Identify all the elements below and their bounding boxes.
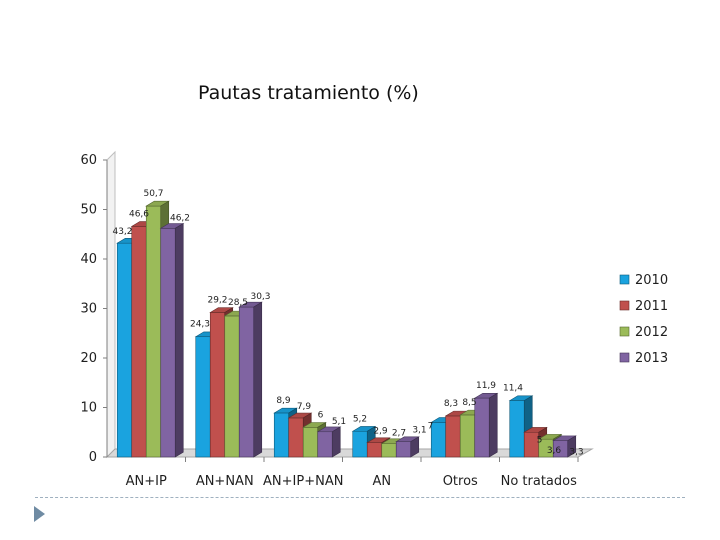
y-tick-label: 0	[89, 450, 97, 465]
data-label: 8,3	[444, 399, 458, 409]
chart-title: Pautas tratamiento (%)	[198, 82, 419, 104]
data-label: 5,1	[332, 417, 346, 427]
data-label: 8,5	[462, 398, 476, 408]
slide-divider	[35, 497, 685, 498]
legend-label: 2011	[635, 299, 668, 314]
legend-swatch	[619, 326, 630, 337]
bar	[195, 336, 211, 458]
data-label: 11,4	[503, 384, 523, 394]
bar	[509, 400, 525, 458]
data-label: 6	[318, 410, 324, 420]
y-tick-label: 50	[80, 203, 97, 218]
data-label: 46,6	[129, 209, 149, 219]
bar-side	[488, 392, 498, 458]
bar	[430, 422, 447, 458]
bar-side	[253, 301, 263, 458]
bar	[352, 430, 368, 458]
x-tick-label: Otros	[443, 474, 478, 489]
bar	[288, 417, 304, 458]
bar	[116, 242, 133, 458]
data-label: 7,9	[297, 402, 312, 412]
data-label: 24,3	[190, 320, 210, 330]
legend-swatch	[619, 352, 630, 363]
x-tick-label: AN+IP+NAN	[263, 474, 343, 489]
y-tick-label: 10	[80, 401, 97, 416]
data-label: 7	[428, 421, 434, 431]
y-tick-label: 40	[80, 252, 97, 267]
data-label: 50,7	[143, 189, 163, 199]
x-tick-label: AN	[372, 474, 391, 489]
y-tick-label: 20	[80, 351, 97, 366]
data-label: 8,9	[276, 396, 291, 406]
side-wall	[106, 150, 116, 459]
bar	[224, 315, 240, 458]
legend-swatch	[619, 274, 630, 285]
bar	[145, 205, 162, 458]
data-label: 2,9	[373, 427, 388, 437]
bar	[317, 431, 333, 458]
bar	[209, 312, 226, 458]
data-label: 46,2	[170, 213, 190, 223]
bar	[459, 414, 476, 458]
bar-side	[567, 435, 577, 458]
bar	[474, 397, 490, 458]
bar	[273, 412, 290, 458]
data-label: 43,2	[112, 227, 132, 237]
data-label: 29,2	[207, 295, 227, 305]
data-label: 30,3	[250, 292, 270, 302]
data-label: 5,2	[353, 414, 367, 424]
data-label: 3,6	[547, 446, 562, 456]
bar	[366, 442, 383, 458]
legend-label: 2012	[635, 325, 668, 340]
y-tick-label: 30	[80, 302, 97, 317]
bar	[445, 415, 461, 458]
bar	[131, 226, 147, 458]
bar	[160, 228, 176, 458]
data-label: 3,3	[569, 448, 583, 458]
legend-label: 2010	[635, 273, 668, 288]
data-label: 5	[537, 435, 543, 445]
legend-swatch	[619, 300, 630, 311]
x-tick-label: AN+IP	[126, 474, 167, 489]
x-tick-label: No tratados	[501, 474, 577, 489]
bar-side	[174, 222, 184, 458]
data-label: 11,9	[476, 381, 496, 391]
data-label: 2,7	[392, 429, 406, 439]
x-tick-label: AN+NAN	[196, 474, 254, 489]
bar	[381, 443, 397, 458]
bar	[302, 426, 319, 458]
bar	[238, 306, 255, 458]
bar	[395, 441, 412, 458]
y-tick-label: 60	[80, 153, 97, 168]
bar-side	[331, 426, 341, 458]
data-label: 28,5	[228, 298, 248, 308]
legend-label: 2013	[635, 351, 668, 366]
data-label: 3,1	[412, 426, 426, 436]
bar-side	[410, 436, 420, 458]
slide-bullet-arrow-icon	[34, 506, 45, 522]
